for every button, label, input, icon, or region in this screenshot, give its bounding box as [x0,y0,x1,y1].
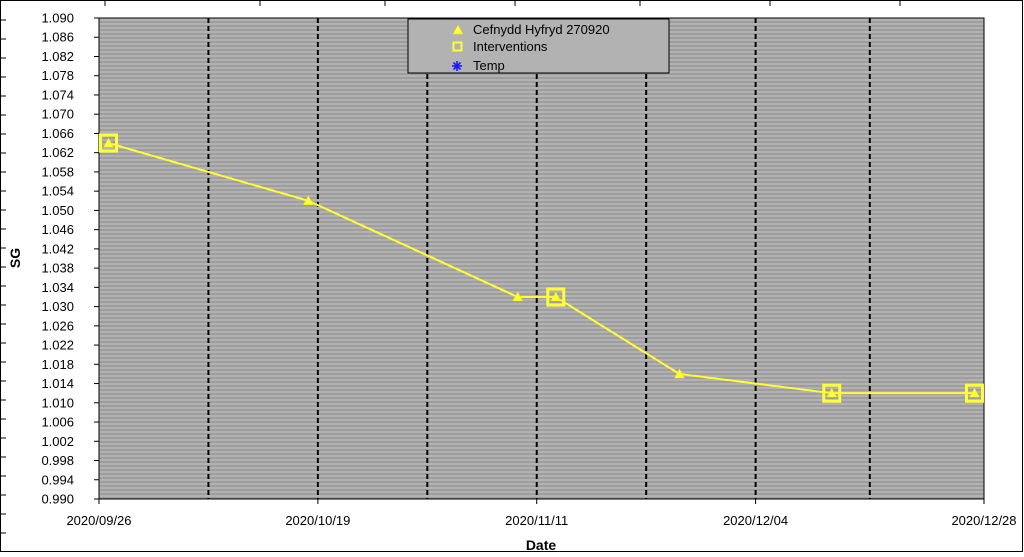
y-tick-label: 1.082 [41,49,74,64]
data-point-cefnydd [550,291,562,302]
x-axis-title: Date [526,537,557,553]
x-tick-label: 2020/12/28 [951,513,1016,528]
y-axis-title: SG [7,248,23,268]
y-tick-label: 1.070 [41,107,74,122]
legend-label-interventions: Interventions [473,39,548,54]
y-tick-label: 1.054 [41,184,74,199]
y-tick-label: 1.026 [41,318,74,333]
intervention-point [822,383,842,403]
x-tick-label: 2020/12/04 [723,513,788,528]
y-tick-label: 1.050 [41,203,74,218]
legend-box [407,18,670,74]
legend: Cefnydd Hyfryd 270920 Interventions Temp [407,18,670,74]
y-tick-label: 1.078 [41,68,74,83]
data-point-cefnydd [826,387,838,398]
y-tick-label: 1.002 [41,434,74,449]
y-tick-label: 1.062 [41,145,74,160]
plot-area [98,17,985,500]
legend-square-icon [452,41,463,52]
y-tick-label: 0.998 [41,453,74,468]
data-point-cefnydd [302,195,314,206]
data-point-cefnydd [512,291,524,302]
y-tick-label: 1.006 [41,415,74,430]
vertical-gridlines [207,18,871,499]
y-tick-label: 1.090 [41,11,74,26]
series-layer [99,133,984,403]
y-axis: 1.090 1.086 1.082 1.078 1.074 1.070 1.066 1.062… [0,11,99,534]
x-tick-label: 2020/11/11 [505,513,568,528]
y-tick-label: 0.990 [41,492,74,507]
legend-asterisk-icon [452,61,462,71]
y-tick-label: 1.058 [41,164,74,179]
intervention-point [546,287,566,307]
y-tick-label: 1.022 [41,338,74,353]
data-point-cefnydd [103,137,114,148]
y-tick-label: 0.994 [41,472,74,487]
y-tick-label: 1.046 [41,222,74,237]
y-tick-label: 1.010 [41,395,74,410]
y-tick-label: 1.014 [41,376,74,391]
y-tick-label: 1.066 [41,126,74,141]
y-tick-label: 1.030 [41,299,74,314]
x-tick-label: 2020/09/26 [66,513,131,528]
x-tick-label: 2020/10/19 [285,513,350,528]
y-tick-label: 1.086 [41,30,74,45]
y-tick-label: 1.038 [41,261,74,276]
y-tick-label: 1.018 [41,357,74,372]
y-tick-label: 1.042 [41,241,74,256]
x-axis: 2020/09/26 2020/10/19 2020/11/11 2020/12/04… [66,0,1017,528]
legend-item-interventions: Interventions [452,39,548,54]
y-tick-label: 1.074 [41,87,74,102]
y-tick-label: 1.034 [41,280,74,295]
legend-item-temp: Temp [452,58,505,73]
legend-triangle-icon [452,24,464,35]
legend-label-cefnydd: Cefnydd Hyfryd 270920 [473,22,610,37]
intervention-point [964,383,984,403]
legend-label-temp: Temp [473,58,505,73]
intervention-point [99,133,119,153]
legend-item-cefnydd: Cefnydd Hyfryd 270920 [452,22,610,37]
data-point-cefnydd [674,368,685,379]
data-point-cefnydd [969,387,980,398]
